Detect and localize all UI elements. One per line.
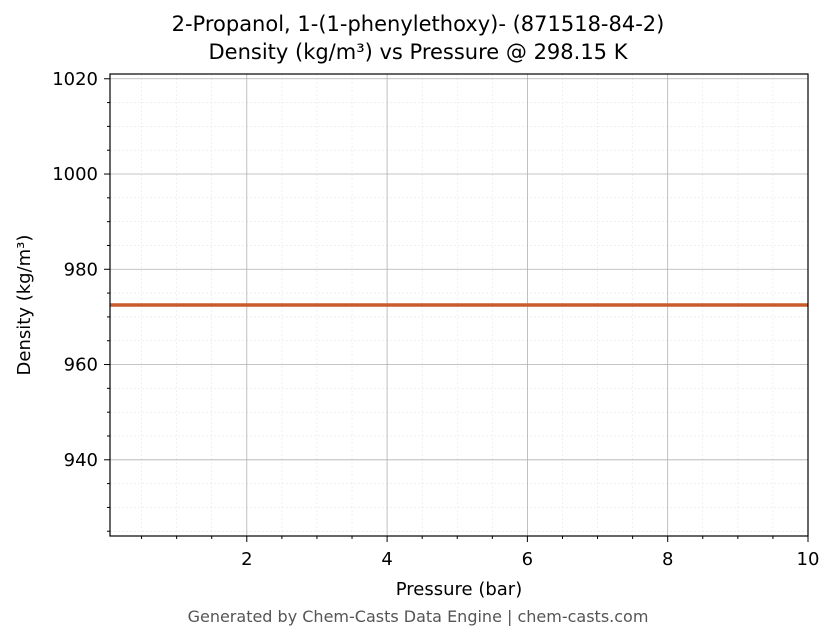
density-pressure-chart: 2 4 6 8 10 940 960 980 1000 1020 Pressure (bar) Den…: [14, 69, 820, 600]
x-axis-label: Pressure (bar): [396, 579, 522, 600]
chart-title-line2: Density (kg/m³) vs Pressure @ 298.15 K: [208, 40, 628, 64]
x-tick-label: 6: [522, 549, 533, 570]
x-tick-label: 10: [797, 549, 820, 570]
plot-frame: [109, 73, 809, 537]
x-tick-label: 2: [241, 549, 252, 570]
y-tick-label: 960: [64, 355, 98, 376]
y-tick-label: 1000: [52, 164, 98, 185]
y-tick-label: 940: [64, 450, 98, 471]
y-tick-label: 980: [64, 259, 98, 280]
x-tick-label: 4: [381, 549, 392, 570]
chart-title-line1: 2-Propanol, 1-(1-phenylethoxy)- (871518-…: [171, 12, 665, 36]
footer-credit: Generated by Chem-Casts Data Engine | ch…: [187, 607, 649, 626]
y-tick-label: 1020: [52, 69, 98, 90]
x-tick-label: 8: [662, 549, 673, 570]
y-axis-label: Density (kg/m³): [14, 235, 35, 376]
